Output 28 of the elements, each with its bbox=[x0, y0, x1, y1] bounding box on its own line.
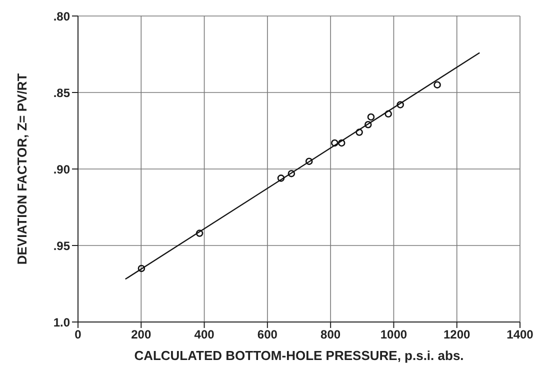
point bbox=[305, 158, 313, 165]
x-tick-label: 600 bbox=[257, 328, 278, 342]
point bbox=[138, 264, 146, 272]
point bbox=[338, 139, 346, 147]
point bbox=[356, 128, 363, 136]
x-tick-label: 400 bbox=[194, 328, 215, 342]
x-tick-label: 200 bbox=[131, 328, 152, 342]
point bbox=[364, 121, 372, 128]
x-tick-label: 1000 bbox=[380, 328, 408, 342]
y-tick-label: 1.0 bbox=[53, 315, 70, 330]
x-tick-label: 800 bbox=[320, 328, 341, 342]
point bbox=[367, 113, 375, 121]
point bbox=[384, 110, 392, 118]
x-axis-title: CALCULATED BOTTOM-HOLE PRESSURE, p.s.i. abs. bbox=[134, 348, 464, 363]
point bbox=[331, 139, 338, 147]
point bbox=[196, 230, 204, 237]
point bbox=[277, 174, 285, 182]
y-tick-label: .85 bbox=[53, 86, 70, 100]
point bbox=[434, 81, 441, 88]
y-tick-label: .90 bbox=[53, 162, 70, 176]
x-tick-label: 1200 bbox=[444, 328, 471, 342]
y-tick-label: .80 bbox=[53, 9, 70, 24]
y-tick-label: .95 bbox=[53, 238, 70, 253]
point bbox=[288, 170, 296, 178]
point bbox=[396, 101, 404, 108]
y-axis-title: DEVIATION FACTOR, Z= PV/RT bbox=[14, 73, 30, 265]
x-tick-label: 1400 bbox=[506, 328, 534, 342]
x-tick-label: 0 bbox=[74, 328, 82, 342]
